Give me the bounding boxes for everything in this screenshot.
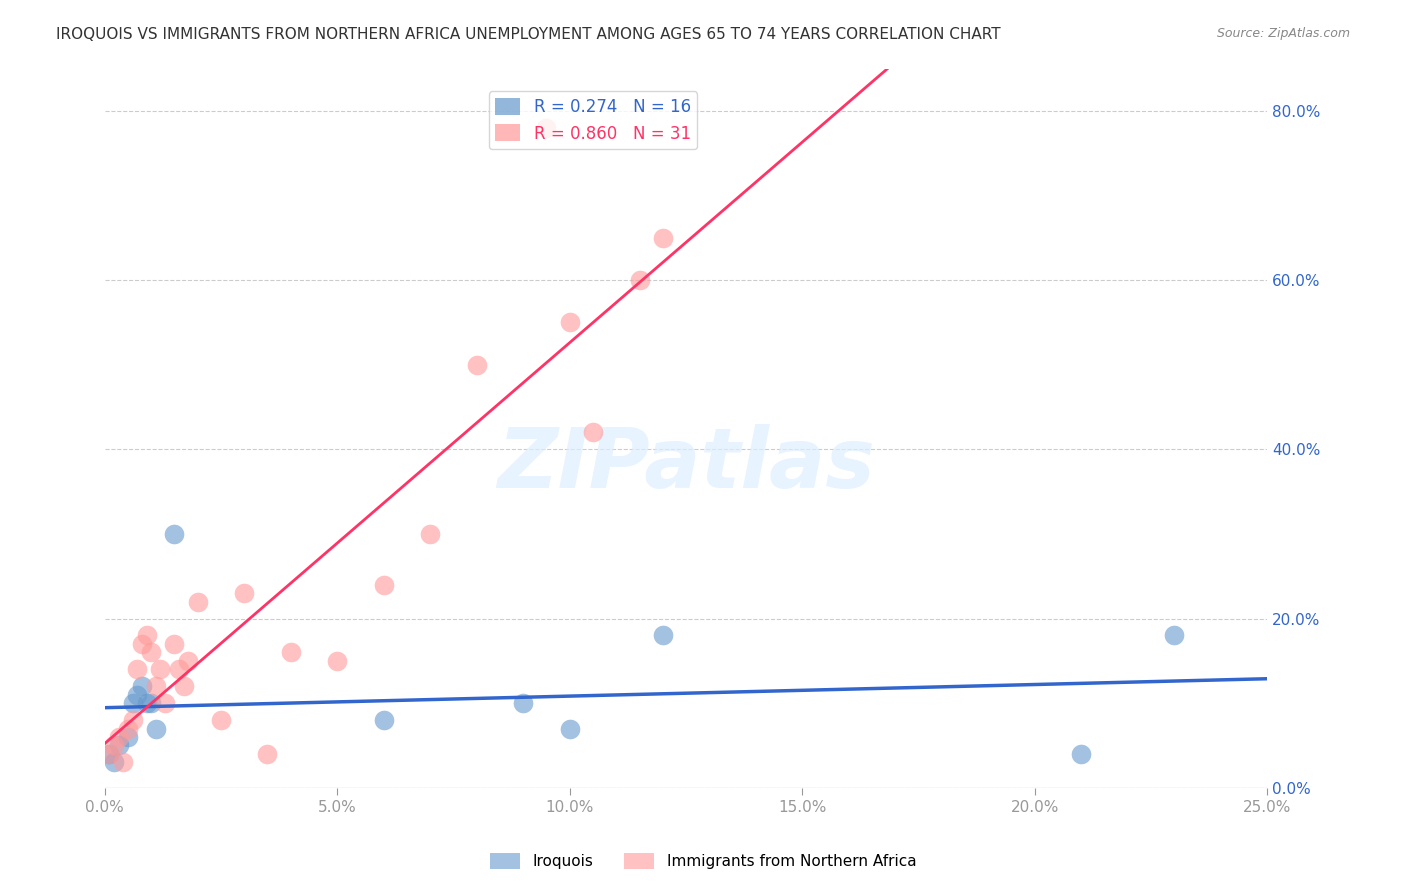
Point <box>149 662 172 676</box>
Point <box>209 713 232 727</box>
Point <box>141 696 163 710</box>
Point <box>373 713 395 727</box>
Point <box>121 713 143 727</box>
Point <box>558 315 581 329</box>
Point <box>131 637 153 651</box>
Point <box>280 645 302 659</box>
Text: ZIPatlas: ZIPatlas <box>498 424 875 505</box>
Point <box>145 722 167 736</box>
Point <box>173 679 195 693</box>
Point <box>651 628 673 642</box>
Point <box>103 756 125 770</box>
Point <box>1163 628 1185 642</box>
Point <box>98 747 121 761</box>
Point <box>141 645 163 659</box>
Point <box>145 679 167 693</box>
Point <box>256 747 278 761</box>
Point <box>135 696 157 710</box>
Point <box>98 747 121 761</box>
Legend: Iroquois, Immigrants from Northern Africa: Iroquois, Immigrants from Northern Afric… <box>484 847 922 875</box>
Text: IROQUOIS VS IMMIGRANTS FROM NORTHERN AFRICA UNEMPLOYMENT AMONG AGES 65 TO 74 YEA: IROQUOIS VS IMMIGRANTS FROM NORTHERN AFR… <box>56 27 1001 42</box>
Text: Source: ZipAtlas.com: Source: ZipAtlas.com <box>1216 27 1350 40</box>
Point <box>167 662 190 676</box>
Point <box>131 679 153 693</box>
Point <box>536 120 558 135</box>
Point <box>187 594 209 608</box>
Point <box>512 696 534 710</box>
Point <box>121 696 143 710</box>
Point <box>163 637 186 651</box>
Point <box>163 527 186 541</box>
Legend: R = 0.274   N = 16, R = 0.860   N = 31: R = 0.274 N = 16, R = 0.860 N = 31 <box>489 91 697 149</box>
Point <box>127 662 149 676</box>
Point <box>153 696 176 710</box>
Point <box>1070 747 1092 761</box>
Point <box>582 425 605 440</box>
Point <box>117 730 139 744</box>
Point <box>127 688 149 702</box>
Point <box>177 654 200 668</box>
Point <box>233 586 256 600</box>
Point <box>107 730 129 744</box>
Point <box>117 722 139 736</box>
Point <box>628 273 651 287</box>
Point <box>326 654 349 668</box>
Point <box>103 739 125 753</box>
Point <box>107 739 129 753</box>
Point <box>373 577 395 591</box>
Point <box>651 231 673 245</box>
Point <box>419 527 441 541</box>
Point <box>112 756 135 770</box>
Point <box>135 628 157 642</box>
Point <box>465 358 488 372</box>
Point <box>558 722 581 736</box>
